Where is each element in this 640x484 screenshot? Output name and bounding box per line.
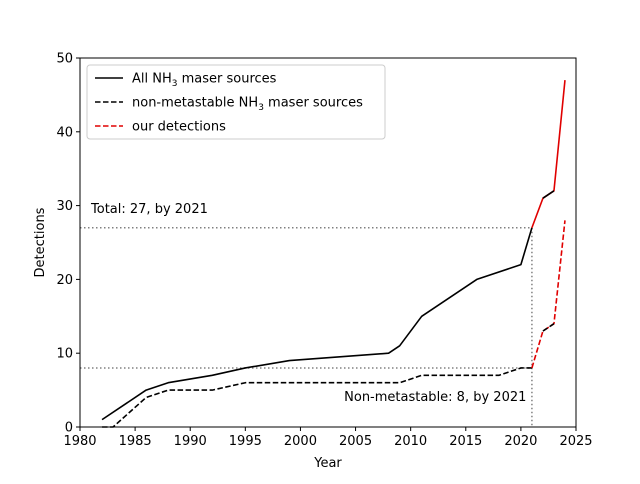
x-tick-label-1990: 1990 <box>174 434 207 449</box>
x-tick-label-1995: 1995 <box>229 434 262 449</box>
series-line-4 <box>531 220 566 369</box>
y-axis-ticks: 0 10 20 30 40 50 <box>56 52 80 436</box>
x-axis-label: Year <box>313 456 342 471</box>
x-axis-ticks: 1980 1985 1990 1995 2000 2005 2010 2015 2020 2025 <box>63 427 593 449</box>
series-line-0 <box>101 227 533 421</box>
y-tick-label-0: 0 <box>65 421 73 436</box>
legend: All NH3 maser sources non-metastable NH3 … <box>86 64 386 140</box>
legend-label-1: non-metastable NH3 maser sources <box>132 96 363 114</box>
legend-label-0: All NH3 maser sources <box>132 72 277 90</box>
series-line-2 <box>531 80 566 229</box>
series-line-1 <box>102 367 532 428</box>
annotations: Total: 27, by 2021 Non-metastable: 8, by … <box>90 202 526 405</box>
x-tick-label-2020: 2020 <box>504 434 537 449</box>
series-line-3 <box>542 190 555 199</box>
y-tick-label-10: 10 <box>56 347 73 362</box>
x-tick-label-1980: 1980 <box>63 434 96 449</box>
y-tick-label-40: 40 <box>56 125 73 140</box>
x-tick-label-2025: 2025 <box>559 434 592 449</box>
annotation-1: Non-metastable: 8, by 2021 <box>344 390 526 405</box>
x-tick-label-2005: 2005 <box>339 434 372 449</box>
x-tick-label-1985: 1985 <box>119 434 152 449</box>
x-tick-label-2010: 2010 <box>394 434 427 449</box>
reference-lines <box>80 226 533 427</box>
x-tick-label-2015: 2015 <box>449 434 482 449</box>
series-line-5 <box>542 323 555 332</box>
annotation-0: Total: 27, by 2021 <box>90 202 208 217</box>
y-tick-label-30: 30 <box>56 199 73 214</box>
legend-box <box>86 64 386 140</box>
plot-frame <box>79 57 577 428</box>
y-tick-label-50: 50 <box>56 52 73 67</box>
y-tick-label-20: 20 <box>56 273 73 288</box>
legend-label-2: our detections <box>132 120 226 135</box>
y-axis-label: Detections <box>33 207 48 277</box>
series-lines <box>101 80 566 428</box>
x-tick-label-2000: 2000 <box>284 434 317 449</box>
